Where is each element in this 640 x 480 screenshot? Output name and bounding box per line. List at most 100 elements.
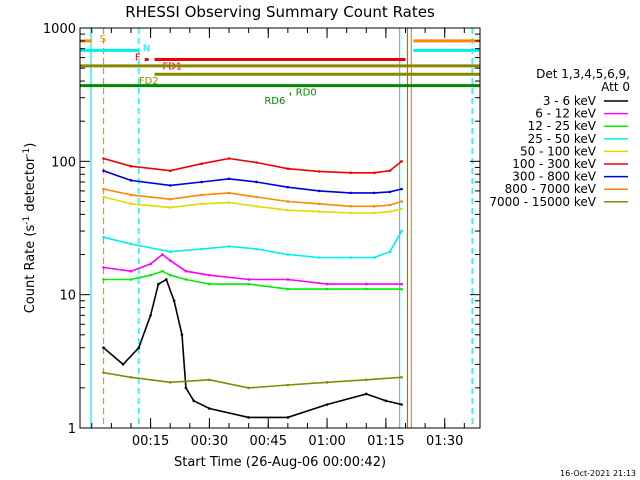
chart-title: RHESSI Observing Summary Count Rates [125, 3, 435, 21]
x-tick-label: 00:45 [250, 434, 287, 449]
data-point-7000-15000-kev [102, 371, 105, 374]
data-point-6-12-kev [247, 278, 250, 281]
data-point-800-7000-kev [388, 203, 392, 207]
data-point-25-50-kev [388, 250, 392, 254]
data-point-12-25-kev [247, 282, 250, 286]
data-point-7000-15000-kev [247, 386, 250, 390]
data-point-100-300-kev [102, 157, 105, 160]
data-point-3-6-kev [364, 392, 368, 396]
data-point-7000-15000-kev [364, 378, 368, 382]
data-point-300-800-kev [400, 187, 403, 191]
data-point-300-800-kev [372, 191, 376, 195]
data-point-3-6-kev [137, 346, 141, 350]
data-point-300-800-kev [255, 180, 258, 184]
data-point-25-50-kev [200, 247, 203, 251]
data-point-7000-15000-kev [168, 381, 172, 384]
data-point-12-25-kev [129, 278, 133, 281]
data-point-25-50-kev [255, 247, 258, 251]
data-point-3-6-kev [325, 403, 329, 406]
data-point-3-6-kev [164, 278, 168, 281]
data-point-300-800-kev [388, 190, 392, 194]
data-point-3-6-kev [102, 346, 105, 350]
data-point-25-50-kev [227, 245, 231, 248]
data-point-3-6-kev [192, 399, 196, 403]
legend-label-800-7000-kev: 800 - 7000 keV [505, 182, 597, 196]
data-point-300-800-kev [227, 177, 231, 181]
data-point-100-300-kev [200, 162, 203, 165]
data-point-50-100-kev [227, 201, 231, 204]
data-point-800-7000-kev [317, 202, 321, 206]
data-point-6-12-kev [168, 259, 172, 262]
data-point-50-100-kev [388, 210, 392, 213]
data-point-25-50-kev [349, 256, 352, 259]
data-point-3-6-kev [172, 299, 176, 303]
data-point-12-25-kev [161, 269, 164, 273]
data-point-50-100-kev [255, 204, 258, 208]
data-point-300-800-kev [317, 189, 321, 193]
data-point-3-6-kev [121, 363, 125, 366]
data-point-50-100-kev [349, 211, 352, 215]
data-point-3-6-kev [247, 416, 250, 419]
data-point-12-25-kev [208, 282, 211, 286]
data-point-3-6-kev [149, 314, 152, 317]
flag-label-f: F [135, 53, 141, 64]
plot-frame [79, 27, 481, 429]
data-point-6-12-kev [364, 282, 368, 286]
data-point-6-12-kev [184, 269, 188, 273]
data-point-3-6-kev [184, 386, 188, 390]
data-point-100-300-kev [129, 164, 133, 168]
data-point-100-300-kev [388, 169, 392, 173]
data-point-800-7000-kev [200, 193, 203, 197]
data-point-3-6-kev [180, 333, 184, 337]
data-point-25-50-kev [286, 253, 290, 256]
y-axis-label: Count Rate (s-1 detector-1) [22, 143, 38, 314]
data-point-6-12-kev [400, 282, 403, 286]
series-line-12-25-kev [103, 270, 402, 290]
data-point-7000-15000-kev [400, 376, 403, 379]
data-point-800-7000-kev [227, 191, 231, 195]
x-tick-label: 00:30 [191, 434, 228, 449]
flag-label-fd2: FD2 [139, 76, 159, 87]
y-tick-label: 1000 [43, 22, 76, 37]
data-point-6-12-kev [286, 278, 290, 281]
data-point-3-6-kev [400, 403, 403, 406]
data-point-800-7000-kev [400, 200, 403, 203]
data-point-100-300-kev [286, 167, 290, 171]
data-point-6-12-kev [325, 282, 329, 286]
data-point-25-50-kev [400, 229, 403, 233]
data-point-300-800-kev [129, 179, 133, 182]
data-point-3-6-kev [208, 407, 211, 410]
legend-label-12-25-kev: 12 - 25 keV [528, 119, 597, 133]
y-axis-label-sup1: -1 [22, 216, 32, 225]
data-point-6-12-kev [208, 273, 211, 277]
y-axis-label-main: Count Rate (s [23, 225, 38, 314]
y-axis-label-end: ) [23, 143, 38, 148]
data-point-300-800-kev [200, 180, 203, 184]
data-point-12-25-kev [364, 287, 368, 291]
data-point-800-7000-kev [168, 197, 172, 201]
data-point-800-7000-kev [286, 200, 290, 203]
x-tick-label: 01:15 [367, 434, 404, 449]
flag-label-s: S [100, 34, 106, 45]
legend-label-3-6-kev: 3 - 6 keV [543, 94, 597, 108]
data-point-50-100-kev [102, 195, 105, 199]
data-point-3-6-kev [384, 399, 388, 403]
series-line-300-800-kev [103, 169, 402, 194]
data-point-300-800-kev [102, 169, 105, 173]
data-point-12-25-kev [325, 287, 329, 291]
data-point-12-25-kev [400, 287, 403, 291]
data-point-50-100-kev [317, 210, 321, 213]
data-point-50-100-kev [400, 207, 403, 211]
y-tick-label: 10 [59, 289, 76, 304]
data-point-100-300-kev [168, 169, 172, 173]
data-point-300-800-kev [349, 191, 352, 195]
data-point-800-7000-kev [129, 193, 133, 197]
data-point-6-12-kev [129, 269, 133, 273]
y-axis-label-tail: detector [23, 156, 38, 216]
data-point-25-50-kev [317, 256, 321, 259]
legend-header-2: Att 0 [601, 80, 630, 94]
data-point-7000-15000-kev [208, 378, 211, 382]
data-point-6-12-kev [149, 262, 152, 266]
